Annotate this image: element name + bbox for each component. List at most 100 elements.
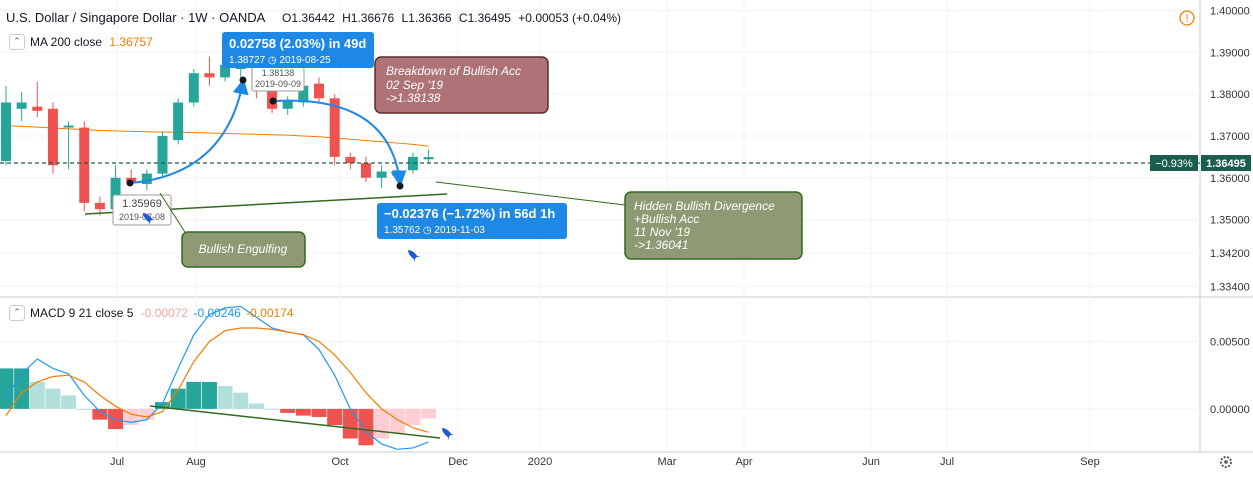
macd-histogram-bar: [374, 408, 390, 439]
anchor-bottom-point[interactable]: [396, 182, 404, 190]
candle: [173, 98, 184, 145]
candle: [204, 56, 215, 86]
time-tick-label: Oct: [331, 456, 348, 468]
macd-legend-signal: -0.00174: [246, 306, 294, 320]
time-axis[interactable]: Jul Aug Oct Dec 2020 Mar Apr Jun Jul Sep: [110, 456, 1100, 468]
macd-collapse-chevron-icon[interactable]: ⌃: [9, 305, 25, 321]
symbol-title[interactable]: U.S. Dollar / Singapore Dollar · 1W · OA…: [6, 10, 266, 25]
candle-body: [47, 108, 58, 166]
anchor-high-point[interactable]: [239, 76, 247, 84]
macd-legend-macd: -0.00246: [193, 306, 241, 320]
macd-histogram-bar: [201, 381, 217, 409]
time-tick-label: Jul: [940, 456, 954, 468]
label-high-box[interactable]: 1.38138 2019-09-09: [251, 66, 305, 92]
macd-line: [5, 305, 429, 450]
macd-axis[interactable]: 0.00500 0.00000: [1210, 336, 1250, 415]
macd-histogram-bar: [311, 408, 327, 417]
candle-body: [79, 127, 90, 203]
time-tick-label: Apr: [735, 456, 752, 468]
grid: [0, 0, 1200, 452]
candle: [1, 85, 11, 166]
candle-body: [32, 106, 43, 111]
measure-down-arc[interactable]: [274, 99, 407, 187]
macd-histogram-bar: [264, 408, 280, 410]
macd-divergence-trendline[interactable]: [149, 405, 441, 439]
last-price-text: 1.36495: [1206, 158, 1246, 170]
hidden-div-line1: Hidden Bullish Divergence: [634, 199, 775, 213]
candle: [47, 102, 58, 174]
ma-legend-value: 1.36757: [109, 35, 153, 49]
price-tick-label: 1.37000: [1210, 131, 1250, 143]
ohlc-open: O1.36442: [282, 11, 335, 25]
candle: [188, 69, 199, 107]
macd-histogram-layer: [0, 368, 437, 446]
label-high-date: 2019-09-09: [255, 79, 301, 89]
ohlc-change: +0.00053 (+0.04%): [518, 11, 622, 25]
breakdown-line2: 02 Sep '19: [386, 78, 443, 92]
bullish-engulfing-text: Bullish Engulfing: [199, 242, 288, 256]
candle-body: [204, 73, 215, 78]
price-tick-label: 1.38000: [1210, 89, 1250, 101]
bullish-engulfing-callout[interactable]: Bullish Engulfing: [181, 231, 306, 268]
candle-body: [314, 83, 324, 99]
ohlc-high: H1.36676: [342, 11, 395, 25]
rocket-icon: [408, 250, 421, 263]
settings-gear-icon[interactable]: [1220, 456, 1232, 468]
price-tick-label: 1.33400: [1210, 282, 1250, 294]
macd-histogram-bar: [405, 408, 421, 426]
candle: [423, 149, 434, 163]
macd-histogram-bar: [342, 408, 358, 439]
measure-down-detail: 1.35762 ◷ 2019-11-03: [384, 225, 485, 236]
macd-tick-label: 0.00000: [1210, 404, 1250, 416]
time-tick-label: Mar: [658, 456, 677, 468]
macd-histogram-bar: [248, 403, 264, 409]
anchor-low-point[interactable]: [126, 179, 134, 187]
info-icon[interactable]: !: [1179, 10, 1195, 26]
macd-lines-layer: [5, 305, 429, 450]
macd-legend-label[interactable]: MACD 9 21 close 5: [30, 306, 134, 320]
hidden-div-line2: +Bullish Acc: [634, 212, 699, 226]
macd-histogram-bar: [61, 395, 77, 409]
ma200-line: [5, 124, 429, 147]
last-price-badge: [1201, 155, 1251, 171]
candle: [376, 165, 387, 188]
macd-histogram-bar: [421, 408, 437, 419]
macd-histogram-bar: [155, 402, 170, 409]
candle-body: [360, 163, 371, 178]
macd-histogram-bar: [327, 408, 343, 426]
ma-legend-label[interactable]: MA 200 close: [30, 35, 103, 49]
time-tick-label: 2020: [528, 456, 552, 468]
candle: [282, 96, 293, 116]
candle: [16, 92, 27, 122]
measure-up-arc[interactable]: [129, 78, 249, 184]
candle-body: [329, 98, 340, 157]
measure-up-detail: 1.38727 ◷ 2019-08-25: [229, 55, 331, 66]
anchor-breakdown-point[interactable]: [269, 97, 277, 105]
measure-down-label[interactable]: −0.02376 (−1.72%) in 56d 1h 1.35762 ◷ 20…: [377, 203, 567, 239]
macd-histogram-bar: [45, 388, 61, 409]
time-tick-label: Dec: [448, 456, 468, 468]
price-axis[interactable]: 1.40000 1.39000 1.38000 1.37000 1.36000 1.350…: [1210, 5, 1250, 293]
collapse-chevron-icon[interactable]: ⌃: [9, 34, 25, 50]
macd-histogram-bar: [92, 408, 108, 420]
label-low-box[interactable]: 1.35969 2019-07-08: [112, 194, 172, 226]
price-tick-label: 1.36000: [1210, 173, 1250, 185]
macd-histogram-bar: [0, 368, 14, 409]
ma200-layer: [5, 124, 429, 147]
candle-body: [345, 156, 356, 164]
macd-histogram-bar: [186, 381, 202, 409]
macd-histogram-bar: [76, 408, 92, 410]
price-tick-label: 1.40000: [1210, 5, 1250, 17]
hidden-divergence-callout[interactable]: Hidden Bullish Divergence +Bullish Acc 1…: [624, 191, 803, 260]
svg-text:!: !: [1185, 13, 1188, 25]
macd-histogram-bar: [29, 381, 45, 409]
candle: [345, 152, 356, 170]
candle-body: [220, 64, 231, 78]
macd-histogram-bar: [280, 408, 296, 413]
time-tick-label: Jul: [110, 456, 124, 468]
candle-body: [16, 102, 27, 109]
measure-up-label[interactable]: 0.02758 (2.03%) in 49d 1.38727 ◷ 2019-08…: [222, 32, 374, 68]
label-high-price: 1.38138: [262, 68, 295, 78]
breakdown-callout[interactable]: Breakdown of Bullish Acc 02 Sep '19 ->1.…: [374, 56, 549, 114]
